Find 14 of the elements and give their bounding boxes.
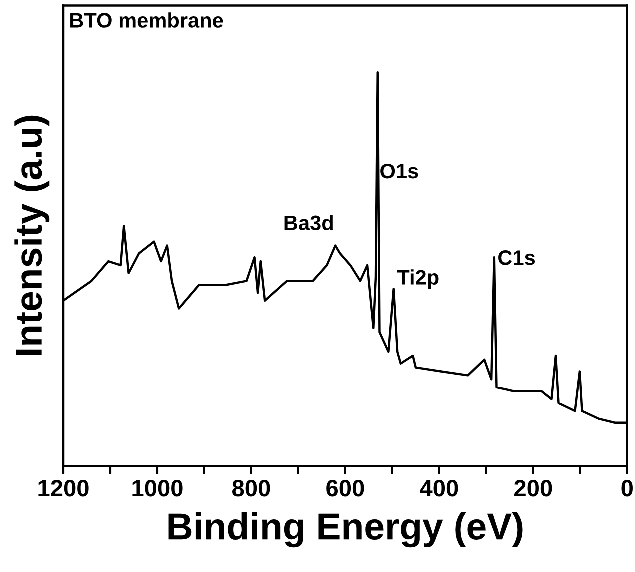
annotation: Ba3d — [284, 215, 333, 231]
text: BTO membrane — [70, 12, 224, 28]
x-tick-label: 1000 — [132, 480, 183, 497]
annotation: C1s — [498, 250, 536, 266]
x-tick-label: 400 — [420, 480, 458, 497]
x-tick-label: 800 — [232, 480, 270, 497]
annotation: Ti2p — [397, 270, 439, 290]
y-axis-title: Intensity (a.u) — [14, 116, 50, 356]
x-axis-title: Binding Energy (eV) — [168, 512, 523, 548]
x-tick-label: 1200 — [38, 480, 89, 497]
x-tick-label: 0 — [622, 480, 633, 497]
x-tick-label: 600 — [326, 480, 364, 497]
annotation: O1s — [380, 164, 418, 179]
x-tick-label: 200 — [514, 480, 552, 497]
